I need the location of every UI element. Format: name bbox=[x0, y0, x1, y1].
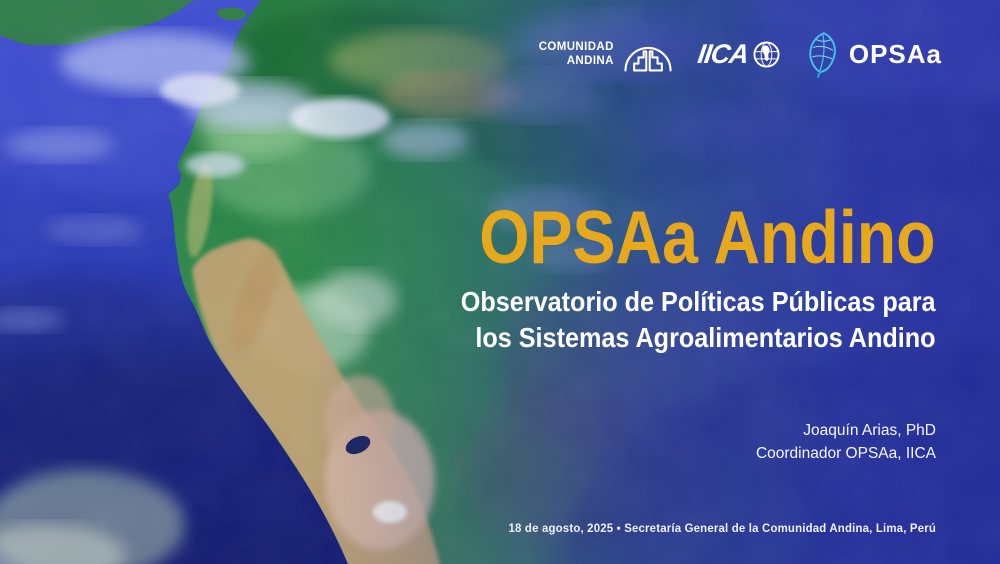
subtitle-line-2: los Sistemas Agroalimentarios Andino bbox=[475, 322, 936, 354]
slide-subtitle: Observatorio de Políticas Públicas para … bbox=[458, 284, 936, 357]
iica-logo: IICA bbox=[695, 38, 780, 70]
leaf-globe-icon bbox=[809, 32, 836, 78]
opsaa-logo: OPSAa bbox=[804, 30, 942, 78]
comunidad-andina-label-line2: ANDINA bbox=[566, 55, 614, 67]
author-name: Joaquín Arias, PhD bbox=[803, 422, 936, 439]
author-block: Joaquín Arias, PhD Coordinador OPSAa, II… bbox=[756, 419, 936, 466]
subtitle-line-1: Observatorio de Políticas Públicas para bbox=[461, 286, 936, 317]
opsaa-wordmark: OPSAa bbox=[848, 38, 942, 69]
comunidad-andina-label: COMUNIDAD ANDINA bbox=[539, 40, 614, 69]
author-role: Coordinador OPSAa, IICA bbox=[755, 445, 936, 463]
title-block: OPSAa Andino Observatorio de Políticas P… bbox=[405, 200, 936, 357]
globe-americas-icon bbox=[753, 40, 780, 68]
comunidad-andina-label-line1: COMUNIDAD bbox=[538, 40, 614, 53]
andean-arch-icon bbox=[624, 46, 672, 72]
slide-title: OPSAa Andino bbox=[479, 195, 936, 279]
event-footer: 18 de agosto, 2025 • Secretaría General … bbox=[508, 521, 936, 535]
iica-wordmark: IICA bbox=[695, 38, 751, 69]
logo-bar: COMUNIDAD ANDINA IICA bbox=[539, 30, 942, 78]
comunidad-andina-logo: COMUNIDAD ANDINA bbox=[539, 34, 674, 74]
